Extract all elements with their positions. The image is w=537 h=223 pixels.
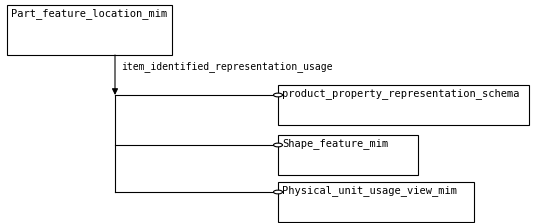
FancyBboxPatch shape	[278, 182, 474, 222]
Text: Physical_unit_usage_view_mim: Physical_unit_usage_view_mim	[282, 185, 457, 196]
Text: item_identified_representation_usage: item_identified_representation_usage	[121, 61, 332, 72]
FancyBboxPatch shape	[278, 85, 529, 125]
Circle shape	[273, 143, 282, 147]
Text: Part_feature_location_mim: Part_feature_location_mim	[11, 8, 167, 19]
FancyBboxPatch shape	[278, 135, 418, 175]
Text: Shape_feature_mim: Shape_feature_mim	[282, 138, 388, 149]
Text: product_property_representation_schema: product_property_representation_schema	[282, 88, 519, 99]
FancyBboxPatch shape	[7, 5, 172, 55]
Circle shape	[273, 190, 282, 194]
Circle shape	[273, 93, 282, 97]
